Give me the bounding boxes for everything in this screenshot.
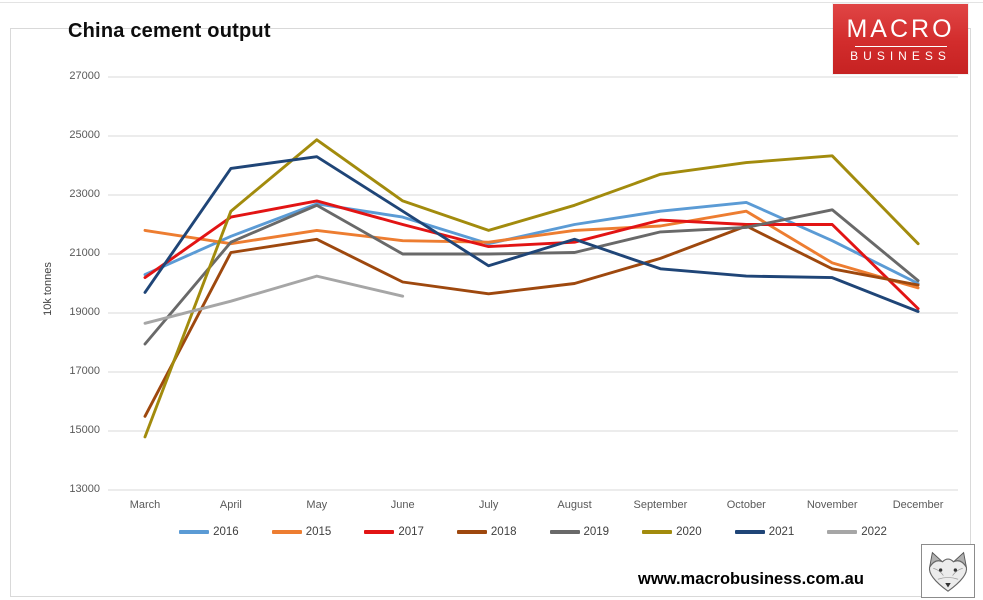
legend-label-2015: 2015: [305, 526, 332, 538]
legend-item-2015: 2015: [271, 526, 332, 538]
legend-item-2020: 2020: [642, 526, 702, 538]
legend-label-2020: 2020: [676, 526, 702, 538]
y-tick-label-19000: 19000: [69, 306, 100, 318]
legend-label-2016: 2016: [213, 526, 239, 538]
legend-label-2017: 2017: [398, 526, 424, 538]
legend-swatch-2021: [734, 530, 765, 534]
x-tick-label-november: November: [806, 499, 858, 511]
chart-frame: [10, 28, 971, 597]
legend-swatch-2020: [642, 530, 673, 534]
y-tick-label-21000: 21000: [69, 247, 100, 259]
legend-swatch-2015: [271, 530, 302, 534]
chart-title: China cement output: [68, 20, 271, 42]
logo-text-macro: MACRO: [846, 14, 955, 43]
x-tick-label-june: June: [390, 499, 415, 511]
footer-url: www.macrobusiness.com.au: [638, 570, 864, 588]
fox-logo: [921, 544, 975, 598]
y-tick-label-27000: 27000: [69, 70, 100, 82]
x-tick-label-december: December: [892, 499, 944, 511]
chart-legend: 2016 2015 2017 2018 2019 2020 2021 2022: [108, 526, 958, 538]
legend-item-2022: 2022: [827, 526, 887, 538]
x-tick-label-april: April: [219, 499, 242, 511]
logo-text-business: BUSINESS: [850, 48, 951, 63]
x-tick-label-september: September: [633, 499, 688, 511]
y-tick-label-13000: 13000: [69, 483, 100, 495]
y-tick-label-25000: 25000: [69, 129, 100, 141]
y-tick-label-17000: 17000: [69, 365, 100, 377]
legend-label-2019: 2019: [583, 526, 610, 538]
page-top-divider: [0, 2, 983, 3]
legend-label-2018: 2018: [490, 526, 517, 538]
legend-item-2021: 2021: [734, 526, 795, 538]
legend-label-2022: 2022: [861, 526, 887, 538]
y-tick-label-23000: 23000: [69, 188, 100, 200]
x-tick-label-october: October: [726, 499, 766, 511]
legend-swatch-2019: [549, 530, 580, 534]
x-tick-label-august: August: [557, 499, 592, 511]
y-tick-label-15000: 15000: [69, 424, 100, 436]
legend-swatch-2022: [827, 530, 858, 534]
legend-item-2018: 2018: [456, 526, 517, 538]
legend-swatch-2018: [456, 530, 487, 534]
x-tick-label-march: March: [129, 499, 161, 511]
legend-label-2021: 2021: [768, 526, 795, 538]
x-tick-label-may: May: [306, 499, 328, 511]
macrobusiness-logo: MACRO BUSINESS: [833, 4, 968, 74]
legend-item-2019: 2019: [549, 526, 610, 538]
logo-divider: [854, 45, 947, 47]
legend-item-2016: 2016: [179, 526, 239, 538]
legend-swatch-2017: [364, 530, 395, 534]
legend-item-2017: 2017: [364, 526, 424, 538]
fox-icon: [928, 551, 968, 592]
x-tick-label-july: July: [478, 499, 499, 511]
legend-swatch-2016: [179, 530, 210, 534]
